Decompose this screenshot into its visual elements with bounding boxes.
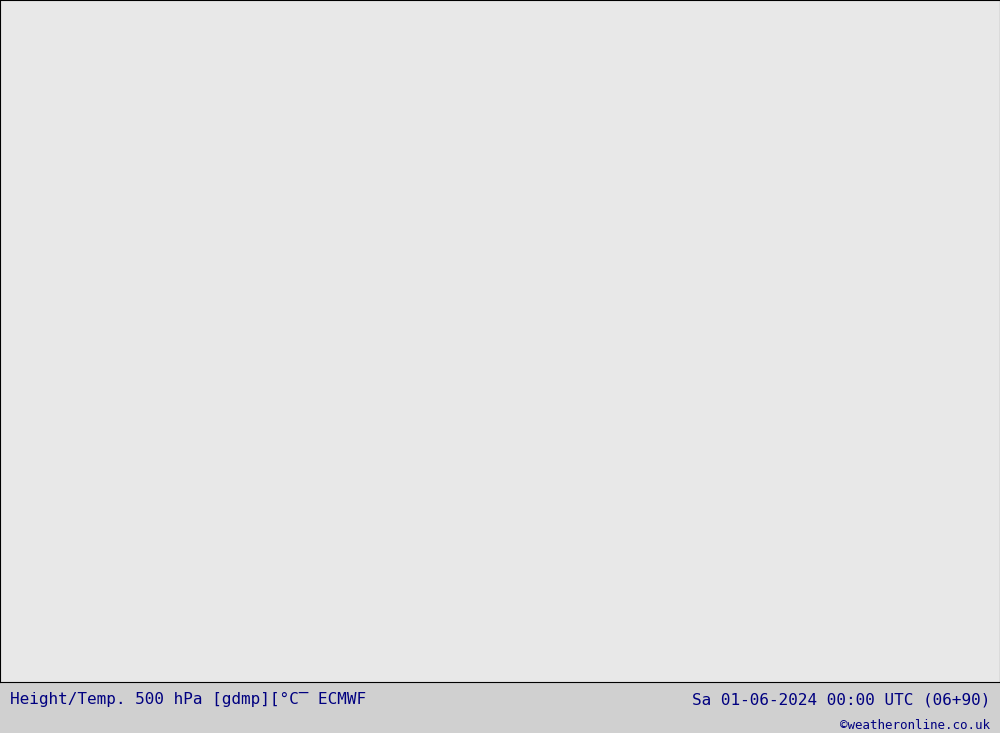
Text: ©weatheronline.co.uk: ©weatheronline.co.uk — [840, 719, 990, 732]
Text: Height/Temp. 500 hPa [gdmp][°C̅ ECMWF: Height/Temp. 500 hPa [gdmp][°C̅ ECMWF — [10, 692, 366, 707]
Text: Sa 01-06-2024 00:00 UTC (06+90): Sa 01-06-2024 00:00 UTC (06+90) — [692, 692, 990, 707]
